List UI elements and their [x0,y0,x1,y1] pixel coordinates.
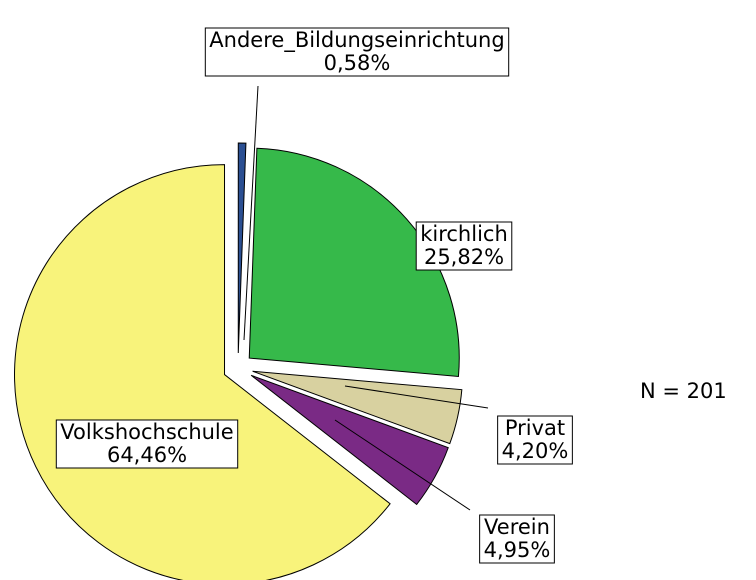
slice-label: Volkshochschule [60,420,233,444]
value-label: 25,82% [424,245,504,269]
leader-line [243,85,259,341]
pie-slice [14,164,391,580]
value-label: 64,46% [107,443,187,467]
leader-line [344,385,489,409]
annotation: N = 201 [640,379,727,403]
value-label: 4,95% [484,538,551,562]
leader-line [334,419,471,511]
slice-label: Verein [484,515,550,539]
label-box [55,419,239,469]
value-label: 0,58% [324,51,391,75]
label-box [204,27,510,77]
label-box [479,514,555,564]
pie-slice [252,370,463,445]
slice-label: Privat [505,416,565,440]
value-label: 4,20% [502,439,569,463]
slice-label: kirchlich [420,222,508,246]
pie-slice [248,147,460,378]
pie-slice [250,374,449,506]
label-box [415,221,513,271]
slice-label: Andere_Bildungseinrichtung [209,28,504,53]
pie-slice [237,142,247,354]
label-box [497,415,573,465]
